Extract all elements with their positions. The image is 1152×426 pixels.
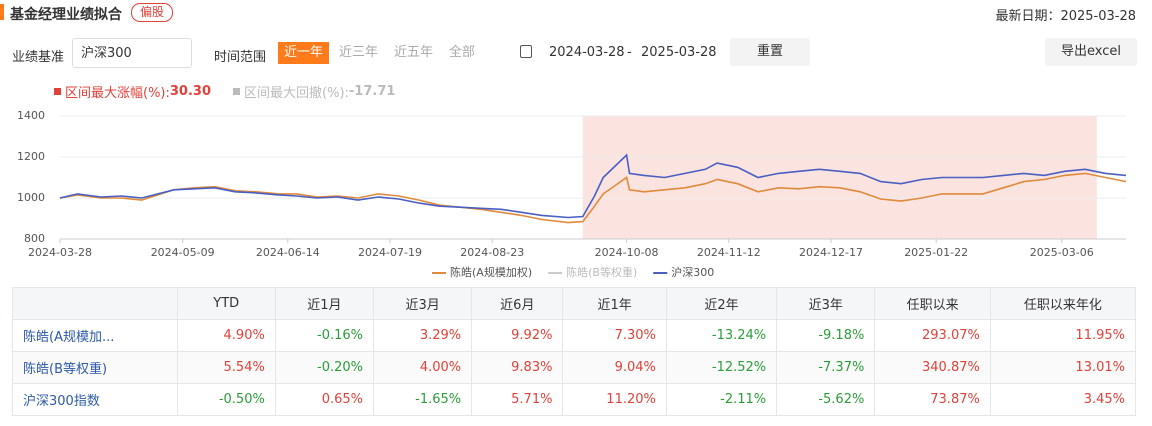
x-tick-label: 2025-03-06: [1030, 246, 1094, 259]
row-name[interactable]: 沪深300指数: [12, 383, 178, 416]
performance-table: YTD 近1月 近3月 近6月 近1年 近2年 近3年 任职以来 任职以来年化 陈皓(A规模加..…: [12, 287, 1137, 416]
table-header-cell: 近1月: [274, 287, 375, 320]
stat-label: 区间最大涨幅(%):: [65, 86, 170, 101]
table-header-cell: 近1年: [562, 287, 667, 320]
table-cell: 9.83%: [471, 351, 564, 384]
table-header-cell: 近6月: [471, 287, 564, 320]
table-row: 沪深300指数 -0.50% 0.65% -1.65% 5.71% 11.20% -2.11…: [12, 383, 1137, 416]
table-cell: 0.65%: [274, 383, 375, 416]
table-cell: 13.01%: [989, 351, 1137, 384]
title: 基金经理业绩拟合: [10, 7, 122, 23]
legend-label[interactable]: 陈皓(A规模加权): [450, 265, 532, 279]
table-cell: -9.18%: [776, 319, 876, 352]
row-name[interactable]: 陈皓(A规模加...: [12, 319, 178, 352]
table-cell: 4.90%: [176, 319, 276, 352]
series-line: [59, 172, 1127, 224]
stat-swatch: [54, 88, 61, 95]
table-header-cell: 近2年: [665, 287, 778, 320]
table-cell: -12.52%: [665, 351, 778, 384]
table-cell: 3.45%: [989, 383, 1137, 416]
table-cell: 11.20%: [562, 383, 667, 416]
table-header-cell: 近3年: [776, 287, 876, 320]
stat-value: -17.71: [348, 84, 396, 99]
x-tick-label: 2024-12-17: [799, 246, 863, 259]
table-cell: -13.24%: [665, 319, 778, 352]
y-tick-label: 1200: [17, 150, 45, 163]
table-header-row: YTD 近1月 近3月 近6月 近1年 近2年 近3年 任职以来 任职以来年化: [12, 287, 1137, 320]
table-cell: -7.37%: [776, 351, 876, 384]
stat-swatch: [233, 88, 241, 95]
y-tick-label: 800: [24, 232, 45, 245]
table-header-cell: YTD: [176, 287, 276, 320]
table-cell: 5.71%: [471, 383, 564, 416]
range-label: 时间范围: [214, 50, 267, 65]
table-cell: 9.92%: [471, 319, 564, 352]
y-tick-label: 1400: [17, 109, 45, 122]
reset-button[interactable]: 重置: [730, 38, 810, 66]
stats: 区间最大涨幅(%): 30.30 区间最大回撤(%): -17.71: [54, 82, 395, 101]
table-cell: -0.50%: [176, 383, 276, 416]
x-tick-label: 2025-01-22: [904, 246, 968, 259]
table-cell: 340.87%: [874, 351, 991, 384]
stat: 区间最大回撤(%): -17.71: [233, 82, 395, 101]
table-cell: 293.07%: [874, 319, 991, 352]
table-header-cell: 任职以来年化: [989, 287, 1137, 320]
x-tick-label: 2024-10-08: [595, 246, 659, 259]
range-tab[interactable]: 近五年: [394, 45, 434, 60]
table-cell: 9.04%: [562, 351, 667, 384]
calendar-icon: [520, 45, 532, 58]
export-button[interactable]: 导出excel: [1045, 38, 1137, 66]
legend-label[interactable]: 陈皓(B等权重): [566, 265, 637, 279]
table-cell: -0.20%: [274, 351, 375, 384]
range-tab[interactable]: 全部: [449, 45, 476, 60]
x-tick-label: 2024-08-23: [460, 246, 524, 259]
x-tick-label: 2024-05-09: [151, 246, 215, 259]
legend-label[interactable]: 沪深300: [671, 265, 714, 279]
table-cell: -0.16%: [274, 319, 375, 352]
table-header-cell: 任职以来: [874, 287, 991, 320]
table-row: 陈皓(B等权重) 5.54% -0.20% 4.00% 9.83% 9.04% -12.52…: [12, 351, 1137, 384]
stat-value: 30.30: [169, 84, 212, 99]
x-tick-label: 2024-03-28: [28, 246, 92, 259]
series-line: [59, 153, 1127, 219]
range-tabs: 近一年 近三年 近五年 全部: [278, 42, 481, 64]
x-tick-label: 2024-06-14: [256, 246, 320, 259]
table-cell: 3.29%: [372, 319, 473, 352]
table-cell: -1.65%: [372, 383, 473, 416]
x-tick-label: 2024-11-12: [697, 246, 761, 259]
table-cell: 11.95%: [989, 319, 1137, 352]
range-tab[interactable]: 近三年: [339, 45, 379, 60]
stat-label: 区间最大回撤(%):: [244, 86, 349, 101]
date-end[interactable]: 2025-03-28: [641, 45, 717, 60]
date-sep: -: [627, 45, 632, 60]
benchmark-label: 业绩基准: [12, 50, 65, 65]
table-header-cell: 近3月: [372, 287, 473, 320]
date-start[interactable]: 2024-03-28: [549, 45, 625, 60]
y-tick-label: 1000: [17, 191, 45, 204]
table-cell: 4.00%: [372, 351, 473, 384]
stat: 区间最大涨幅(%): 30.30: [54, 82, 211, 101]
tag: 偏股: [131, 3, 174, 22]
table-cell: -5.62%: [776, 383, 876, 416]
benchmark-select[interactable]: 沪深300: [72, 38, 192, 68]
table-cell: 73.87%: [874, 383, 991, 416]
range-tab[interactable]: 近一年: [278, 42, 330, 64]
table-row: 陈皓(A规模加... 4.90% -0.16% 3.29% 9.92% 7.30% -13.…: [12, 319, 1137, 352]
table-header-cell: [12, 287, 178, 320]
table-cell: 7.30%: [562, 319, 667, 352]
latest-date: 最新日期：2025-03-28: [995, 9, 1136, 24]
title-accent: [0, 4, 4, 20]
x-tick-label: 2024-07-19: [358, 246, 422, 259]
table-cell: -2.11%: [665, 383, 778, 416]
row-name[interactable]: 陈皓(B等权重): [12, 351, 178, 384]
table-cell: 5.54%: [176, 351, 276, 384]
chart: 800 1000 1200 1400 2024-03-28 2024-05-09 2024-…: [17, 109, 1127, 279]
